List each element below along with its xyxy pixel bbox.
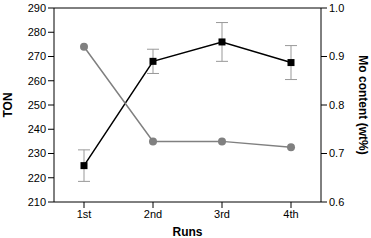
svg-text:280: 280 [28,26,46,38]
svg-text:1.0: 1.0 [329,2,344,14]
svg-text:0.7: 0.7 [329,147,344,159]
svg-text:270: 270 [28,50,46,62]
svg-text:TON: TON [8,92,15,117]
svg-text:0.6: 0.6 [329,196,344,208]
svg-text:250: 250 [28,99,46,111]
svg-text:240: 240 [28,123,46,135]
svg-text:Runs: Runs [173,225,203,238]
svg-text:1st: 1st [77,208,92,220]
svg-text:0.8: 0.8 [329,99,344,111]
svg-text:210: 210 [28,196,46,208]
svg-text:220: 220 [28,172,46,184]
svg-text:230: 230 [28,147,46,159]
svg-text:3rd: 3rd [214,208,230,220]
svg-text:2nd: 2nd [144,208,162,220]
svg-text:4th: 4th [283,208,298,220]
svg-text:0.9: 0.9 [329,50,344,62]
svg-text:290: 290 [28,2,46,14]
svg-text:260: 260 [28,75,46,87]
svg-text:Mo content (wt%): Mo content (wt%) [356,55,363,154]
